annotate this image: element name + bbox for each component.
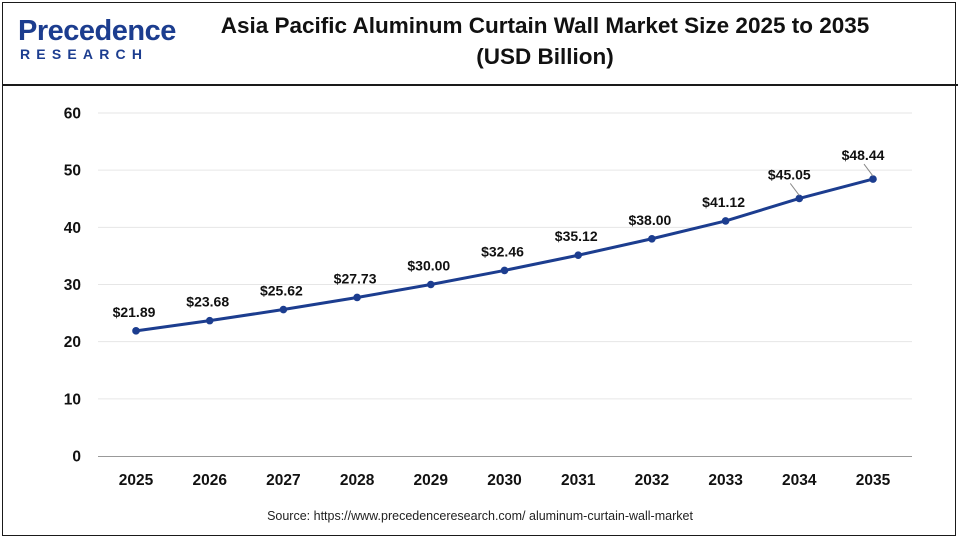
- y-tick-label: 0: [72, 449, 81, 466]
- data-label: $21.89: [113, 304, 156, 320]
- x-tick-label: 2033: [708, 472, 743, 489]
- data-point: [869, 175, 877, 183]
- x-tick-label: 2025: [119, 472, 154, 489]
- y-tick-label: 50: [64, 163, 81, 180]
- data-point: [500, 266, 509, 275]
- y-tick-label: 20: [64, 334, 81, 351]
- data-point: [721, 217, 730, 225]
- data-point: [795, 194, 804, 203]
- data-point: [132, 327, 140, 335]
- x-tick-label: 2034: [782, 472, 817, 489]
- data-label: $41.12: [702, 194, 745, 210]
- x-tick-label: 2031: [561, 472, 596, 489]
- data-point: [279, 305, 288, 314]
- x-tick-label: 2030: [487, 472, 521, 489]
- logo-wordmark: Precedence: [18, 15, 176, 47]
- data-label: $32.46: [481, 243, 524, 259]
- data-point: [353, 293, 361, 302]
- data-label: $38.00: [628, 212, 671, 228]
- data-label: $48.44: [842, 147, 885, 163]
- source-note: Source: https://www.precedenceresearch.c…: [267, 509, 693, 523]
- x-tick-label: 2032: [635, 472, 669, 489]
- chart-header: Precedence RESEARCH Asia Pacific Aluminu…: [0, 0, 960, 84]
- y-tick-label: 60: [64, 106, 81, 123]
- x-tick-label: 2028: [340, 472, 375, 489]
- data-label: $27.73: [334, 270, 377, 286]
- chart-title: Asia Pacific Aluminum Curtain Wall Marke…: [180, 10, 910, 72]
- precedence-research-logo: Precedence RESEARCH: [18, 14, 178, 66]
- data-label-leader: [789, 183, 800, 196]
- data-label: $23.68: [186, 294, 229, 310]
- chart-title-line-1: Asia Pacific Aluminum Curtain Wall Marke…: [220, 13, 870, 38]
- data-label: $35.12: [555, 228, 598, 244]
- data-point: [427, 280, 435, 289]
- data-label: $45.05: [768, 166, 811, 182]
- header-divider: [2, 84, 958, 86]
- logo-subtext: RESEARCH: [20, 46, 149, 62]
- x-tick-label: 2026: [192, 472, 227, 489]
- y-tick-label: 10: [64, 391, 81, 408]
- data-point: [648, 234, 656, 243]
- data-label: $25.62: [260, 283, 303, 299]
- x-tick-label: 2029: [414, 472, 449, 489]
- data-point: [205, 316, 214, 325]
- data-label-leader: [863, 163, 874, 177]
- y-tick-label: 30: [64, 277, 81, 294]
- data-label: $30.00: [407, 258, 450, 274]
- x-tick-label: 2035: [856, 472, 891, 489]
- chart-title-line-2: (USD Billion): [476, 44, 614, 69]
- x-tick-label: 2027: [266, 472, 300, 489]
- data-point: [574, 251, 582, 260]
- y-tick-label: 40: [64, 220, 81, 237]
